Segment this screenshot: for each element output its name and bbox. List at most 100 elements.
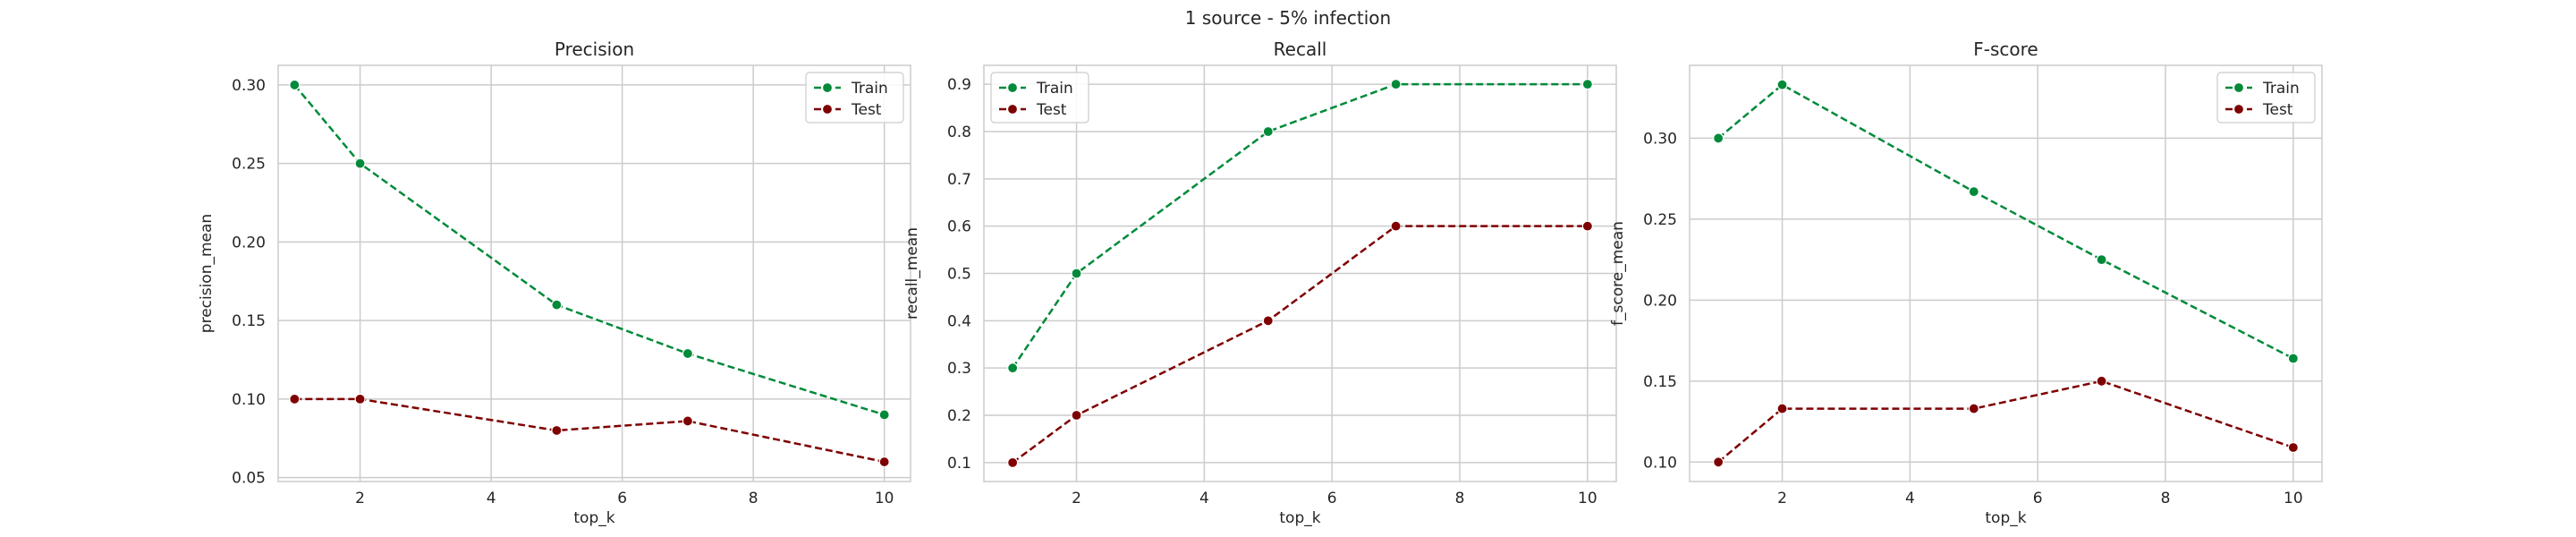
legend-swatch-marker [1006, 103, 1019, 115]
data-point-test [878, 456, 890, 468]
x-tick-label: 4 [1905, 490, 1915, 507]
y-axis-label: recall_mean [903, 227, 921, 320]
legend-label: Train [1036, 80, 1073, 98]
x-tick-label: 6 [617, 490, 627, 507]
y-tick-label: 0.4 [947, 312, 971, 330]
data-point-train [1713, 132, 1724, 144]
legend-label: Train [851, 80, 888, 98]
chart-panel-3: 2 4 6 8 10 0.10 0.15 0.20 0.25 0.30 F-score top_k f_… [1609, 38, 2323, 527]
data-point-train [1007, 362, 1019, 374]
data-point-train [1581, 79, 1593, 90]
x-axis-label: top_k [1985, 509, 2026, 527]
y-tick-label: 0.9 [947, 76, 971, 94]
y-tick-label: 0.3 [947, 360, 971, 378]
data-point-test [2096, 375, 2107, 387]
data-point-test [1968, 403, 1979, 414]
data-point-train [354, 158, 366, 169]
x-tick-label: 4 [487, 490, 496, 507]
legend-swatch-marker [2233, 81, 2245, 94]
x-tick-label: 10 [2284, 490, 2303, 507]
chart-panels: 2 4 6 8 10 0.05 0.10 0.15 0.20 0.25 0.30 Precision t… [198, 38, 2323, 527]
data-point-test [1713, 456, 1724, 468]
chart-panel-1: 2 4 6 8 10 0.05 0.10 0.15 0.20 0.25 0.30 Precision t… [198, 38, 911, 527]
x-axis-label: top_k [573, 509, 614, 527]
legend-label: Test [851, 101, 882, 119]
data-point-train [551, 299, 563, 311]
y-tick-label: 0.2 [947, 407, 971, 425]
data-point-test [2287, 441, 2299, 454]
chart-panel-2: 2 4 6 8 10 0.1 0.2 0.3 0.4 0.5 0.6 0.7 0.8 0.9 Recall t… [903, 38, 1617, 527]
x-tick-label: 6 [1327, 490, 1337, 507]
series-train [1007, 79, 1593, 374]
y-tick-label: 0.05 [232, 470, 266, 488]
y-axis-label: f_score_mean [1609, 221, 1627, 326]
legend-label: Test [2262, 101, 2293, 119]
x-tick-label: 2 [1072, 490, 1081, 507]
y-tick-label: 0.6 [947, 218, 971, 236]
data-point-train [289, 79, 301, 91]
data-point-train [682, 347, 694, 360]
y-tick-label: 0.20 [1643, 292, 1677, 310]
y-axis-label: precision_mean [198, 214, 216, 333]
data-point-train [1776, 79, 1788, 90]
y-tick-label: 0.25 [1643, 211, 1677, 229]
x-tick-label: 8 [2161, 490, 2171, 507]
x-tick-label: 6 [2033, 490, 2043, 507]
x-tick-label: 4 [1199, 490, 1209, 507]
chart-title: Recall [1274, 38, 1327, 60]
data-point-train [1071, 268, 1082, 279]
data-point-train [878, 409, 890, 421]
legend-label: Train [2262, 80, 2300, 98]
y-tick-label: 0.15 [232, 312, 266, 330]
legend: Train Test [805, 72, 904, 124]
plot-frame [983, 64, 1617, 482]
figure-suptitle: 1 source - 5% infection [1185, 7, 1391, 29]
x-axis-label: top_k [1279, 509, 1320, 527]
data-point-test [1776, 403, 1788, 414]
chart-title: Precision [555, 38, 634, 60]
legend-swatch-marker [821, 103, 834, 115]
y-tick-label: 0.1 [947, 455, 971, 473]
y-tick-label: 0.15 [1643, 373, 1677, 391]
x-tick-label: 8 [1455, 490, 1465, 507]
data-point-test [1581, 220, 1593, 232]
y-tick-label: 0.10 [232, 391, 266, 409]
x-tick-label: 2 [355, 490, 365, 507]
y-tick-label: 0.7 [947, 171, 971, 189]
y-tick-label: 0.25 [232, 156, 266, 174]
chart-title: F-score [1973, 38, 2038, 60]
plot-frame [1689, 64, 2323, 482]
y-tick-label: 0.30 [1643, 130, 1677, 148]
series-train [1713, 79, 2299, 364]
data-point-test [289, 393, 301, 405]
data-point-test [1390, 220, 1402, 232]
series-line-train [1012, 82, 1588, 369]
series-test [1713, 375, 2299, 468]
data-point-train [1390, 79, 1402, 90]
data-point-train [1262, 125, 1274, 138]
x-tick-label: 10 [875, 490, 894, 507]
legend: Train Test [2216, 72, 2316, 124]
legend-swatch-marker [2233, 103, 2245, 115]
x-tick-label: 10 [1578, 490, 1597, 507]
series-train [289, 79, 890, 421]
series-test [289, 393, 890, 468]
legend-swatch-marker [1006, 81, 1019, 94]
data-point-test [1007, 456, 1019, 468]
data-point-train [2096, 254, 2107, 266]
legend-label: Test [1036, 101, 1067, 119]
series-test [1007, 220, 1593, 468]
y-tick-label: 0.10 [1643, 454, 1677, 472]
y-tick-label: 0.20 [232, 234, 266, 251]
y-tick-label: 0.5 [947, 266, 971, 284]
plot-frame [277, 64, 911, 482]
y-tick-label: 0.30 [232, 77, 266, 95]
data-point-test [551, 424, 563, 437]
x-tick-label: 8 [749, 490, 758, 507]
data-point-test [354, 393, 366, 405]
legend: Train Test [990, 72, 1089, 124]
data-point-test [1071, 409, 1082, 422]
data-point-test [682, 415, 694, 427]
